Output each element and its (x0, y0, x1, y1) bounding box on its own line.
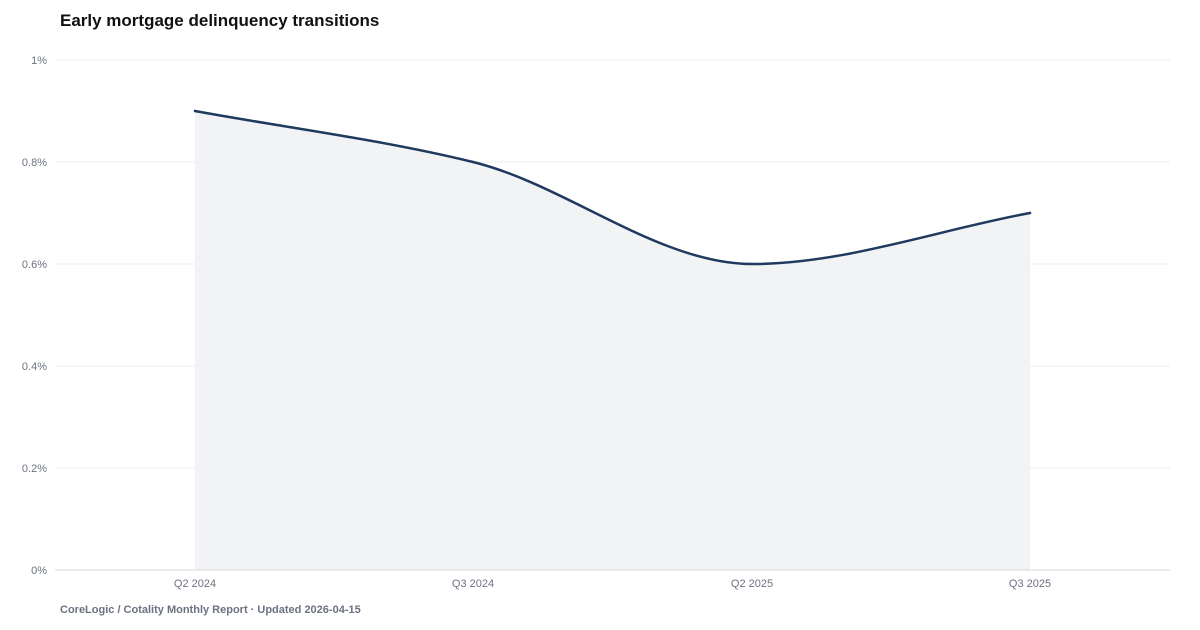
y-tick-label: 0.2% (22, 463, 47, 475)
area-fill (195, 111, 1030, 570)
series-line (193, 109, 1032, 266)
x-tick-label: Q2 2025 (731, 578, 773, 590)
footer-source: CoreLogic / Cotality Monthly Report · Up… (60, 604, 361, 616)
y-tick-label: 0.6% (22, 259, 47, 271)
data-point (1028, 211, 1032, 215)
x-tick-label: Q3 2024 (452, 578, 494, 590)
x-tick-label: Q3 2025 (1009, 578, 1051, 590)
data-point (471, 160, 475, 164)
x-tick-label: Q2 2024 (174, 578, 216, 590)
y-tick-label: 0.4% (22, 361, 47, 373)
y-tick-label: 0% (31, 565, 47, 577)
data-points (193, 109, 1032, 266)
chart-title: Early mortgage delinquency transitions (60, 11, 380, 30)
x-tick-labels: Q2 2024 Q3 2024 Q2 2025 Q3 2025 (174, 578, 1051, 590)
y-tick-label: 1% (31, 55, 47, 67)
data-point (193, 109, 197, 113)
y-tick-labels: 0% 0.2% 0.4% 0.6% 0.8% 1% (22, 55, 47, 577)
data-point (750, 262, 754, 266)
y-tick-label: 0.8% (22, 157, 47, 169)
